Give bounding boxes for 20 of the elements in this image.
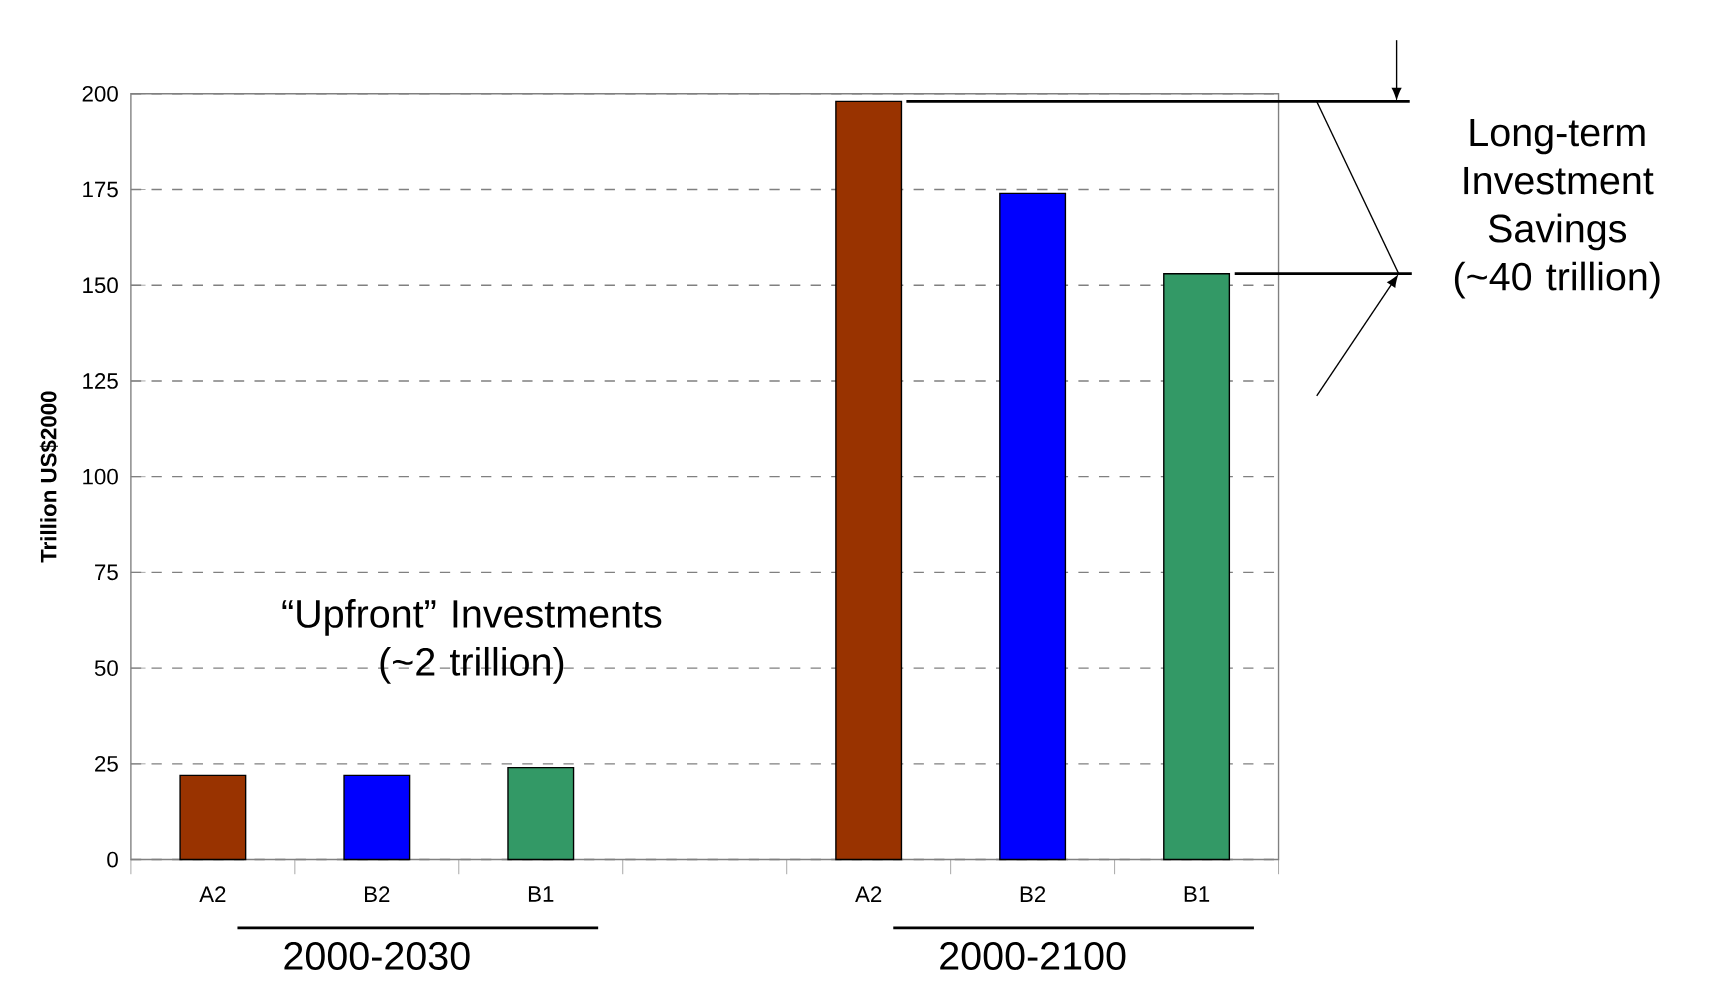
text: 2000-2030 [284, 941, 470, 970]
y-axis-title: Trillion US$2000 [39, 391, 58, 563]
text: Long-term Investment Savings (~40 trillion) [1454, 118, 1660, 299]
y-tick-label: 50 [94, 660, 118, 676]
x-tick-label: A2 [199, 886, 226, 902]
x-tick-label: B2 [365, 886, 390, 902]
x-tick-label: B1 [1184, 886, 1210, 902]
y-tick-label: 150 [83, 277, 118, 293]
annotation: “Upfront” Investments (~2 trillion) [282, 598, 662, 684]
y-tick-label: 25 [95, 755, 118, 772]
y-tick-label: 175 [83, 181, 118, 198]
x-tick-label: B2 [1020, 886, 1046, 902]
y-tick-label: 0 [107, 851, 118, 868]
text: 2000-2100 [940, 941, 1126, 970]
x-tick-label: A2 [855, 886, 882, 902]
y-tick-label: 75 [95, 564, 118, 580]
y-tick-label: 125 [83, 372, 118, 389]
y-tick-label: 100 [83, 468, 118, 485]
y-tick-label: 200 [82, 85, 118, 102]
x-tick-label: B1 [528, 886, 554, 902]
